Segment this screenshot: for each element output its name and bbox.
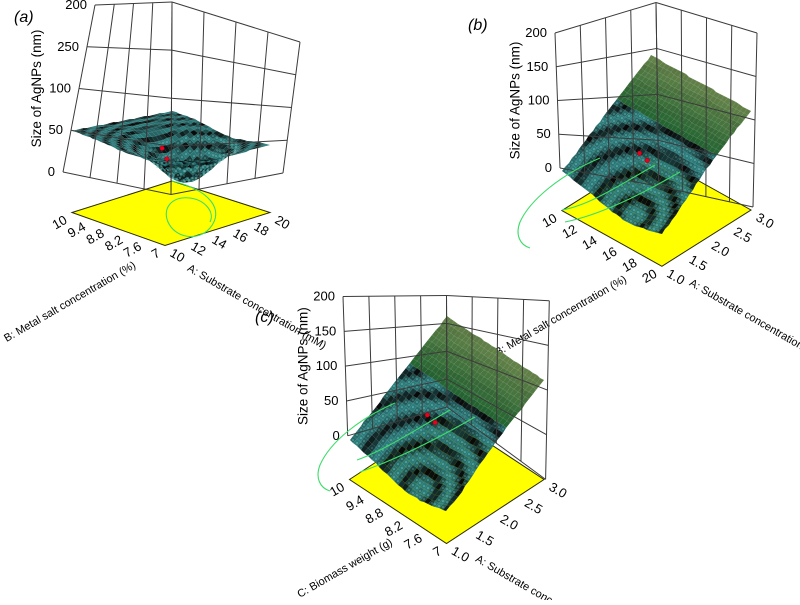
svg-text:50: 50 (324, 393, 338, 408)
svg-text:Size of AgNPs (nm): Size of AgNPs (nm) (295, 307, 310, 425)
svg-text:50: 50 (536, 126, 550, 141)
svg-text:50: 50 (49, 122, 63, 137)
svg-text:100: 100 (528, 93, 550, 108)
svg-text:(a): (a) (14, 9, 34, 26)
svg-text:100: 100 (316, 358, 338, 373)
svg-text:(b): (b) (468, 17, 488, 34)
svg-text:(c): (c) (255, 309, 274, 326)
svg-text:Size of AgNPs (nm): Size of AgNPs (nm) (508, 42, 523, 160)
svg-text:0: 0 (48, 164, 55, 179)
svg-text:150: 150 (526, 59, 548, 74)
svg-text:0: 0 (332, 428, 339, 443)
svg-text:200: 200 (313, 289, 335, 304)
svg-text:Size of AgNPs (nm): Size of AgNPs (nm) (29, 30, 44, 148)
svg-text:100: 100 (49, 81, 71, 96)
svg-text:150: 150 (314, 323, 336, 338)
svg-text:250: 250 (57, 39, 79, 54)
svg-text:0: 0 (545, 160, 552, 175)
svg-text:200: 200 (525, 25, 547, 40)
svg-text:200: 200 (65, 0, 87, 12)
